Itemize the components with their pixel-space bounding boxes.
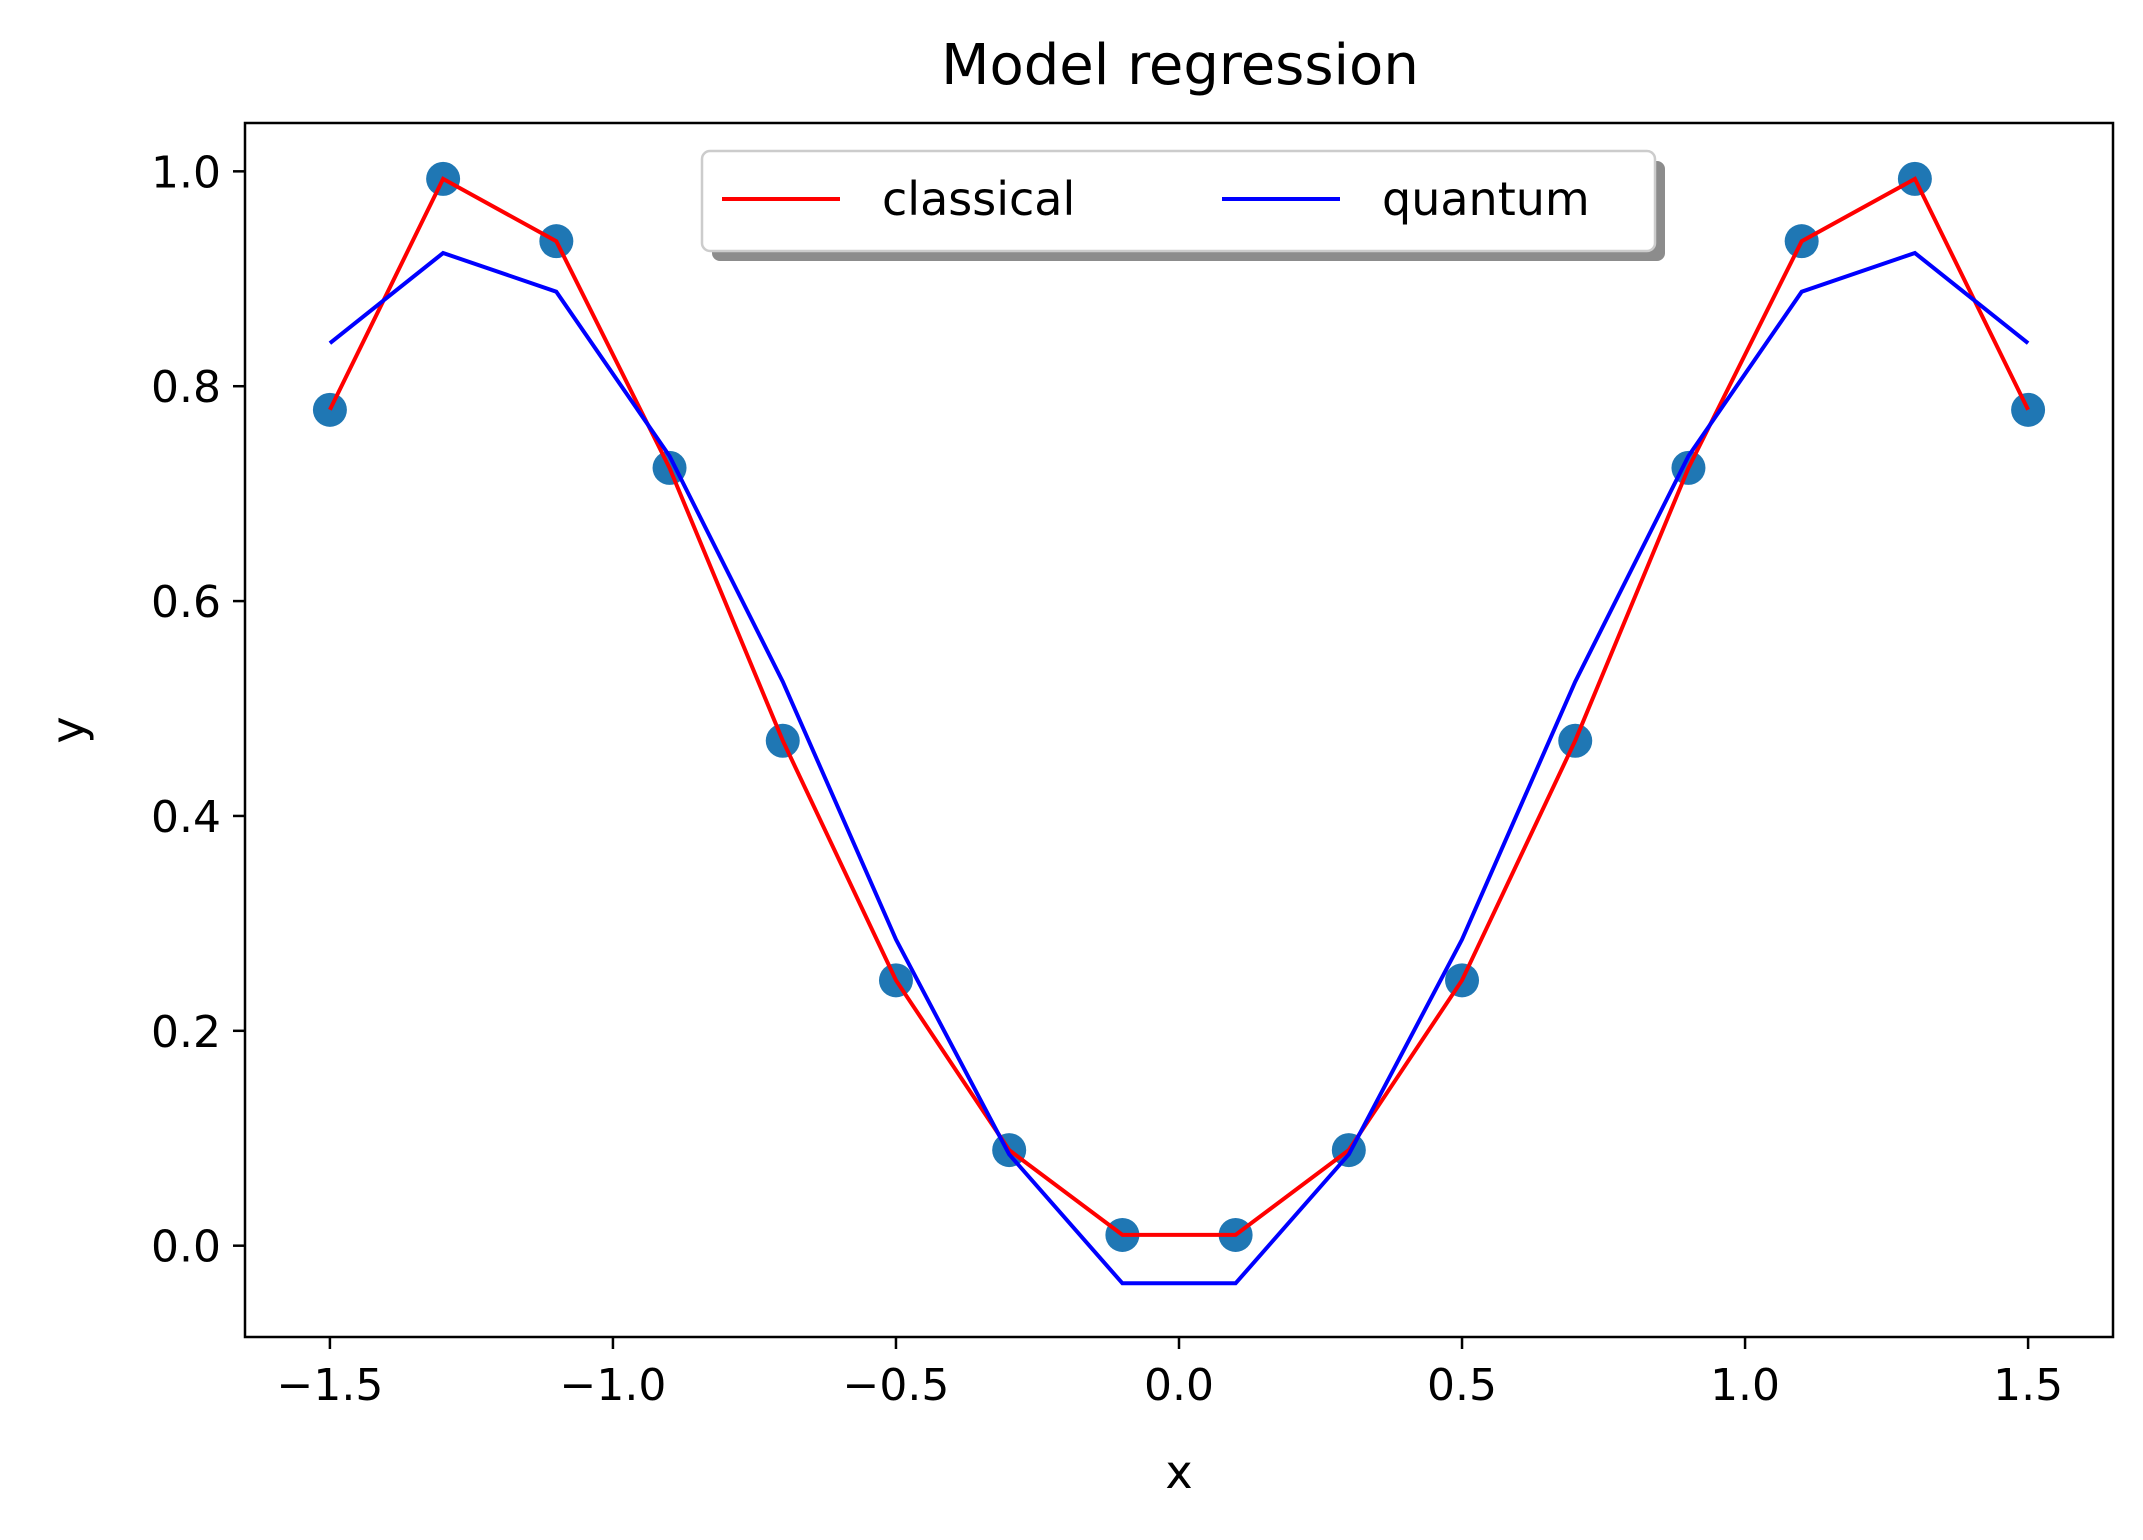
y-tick-label: 0.8 bbox=[151, 362, 221, 413]
scatter-point bbox=[2011, 392, 2046, 427]
legend-box bbox=[700, 149, 1657, 253]
y-axis: 0.0 0.2 0.4 0.6 0.8 1.0 bbox=[151, 147, 245, 1273]
series-line-quantum bbox=[328, 250, 2030, 1286]
x-axis: −1.5 −1.0 −0.5 0.0 0.5 1.0 1.5 bbox=[276, 1337, 2063, 1411]
x-tick-label: 1.0 bbox=[1710, 1360, 1780, 1411]
legend: classical quantum bbox=[700, 149, 1665, 261]
x-tick-label: −1.5 bbox=[276, 1360, 383, 1411]
x-tick-label: 0.5 bbox=[1427, 1360, 1497, 1411]
legend-label-quantum: quantum bbox=[1382, 172, 1590, 226]
chart-title: Model regression bbox=[941, 33, 1419, 98]
scatter-point bbox=[312, 392, 347, 427]
y-tick-label: 0.2 bbox=[151, 1007, 221, 1058]
x-tick-label: 0.0 bbox=[1144, 1360, 1214, 1411]
y-tick-label: 0.6 bbox=[151, 577, 221, 628]
y-tick-label: 0.4 bbox=[151, 792, 221, 843]
y-axis-label: y bbox=[41, 716, 95, 743]
plot-area bbox=[312, 161, 2046, 1286]
x-tick-label: −0.5 bbox=[843, 1360, 950, 1411]
series-line-classical bbox=[328, 176, 2030, 1237]
y-tick-label: 0.0 bbox=[151, 1222, 221, 1273]
x-tick-label: 1.5 bbox=[1993, 1360, 2063, 1411]
y-tick-label: 1.0 bbox=[151, 147, 221, 198]
x-tick-label: −1.0 bbox=[560, 1360, 667, 1411]
legend-label-classical: classical bbox=[882, 172, 1075, 226]
x-axis-label: x bbox=[1165, 1445, 1192, 1499]
